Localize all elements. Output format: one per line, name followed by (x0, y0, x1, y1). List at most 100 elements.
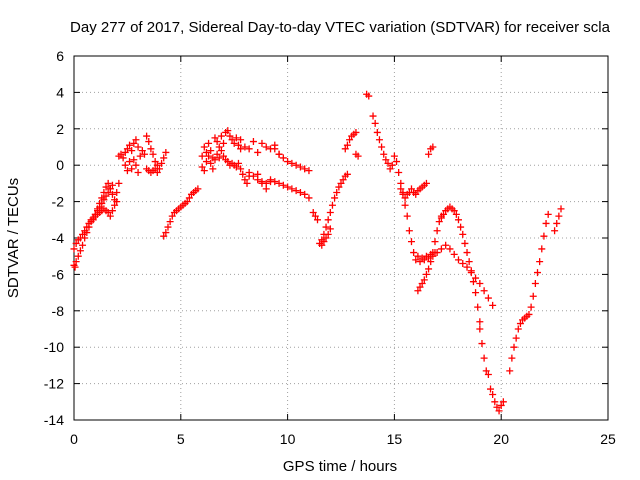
data-point (446, 245, 454, 253)
data-point (322, 234, 330, 242)
data-point (346, 136, 354, 144)
data-point (224, 127, 232, 135)
data-point (81, 227, 89, 235)
data-point (333, 189, 341, 196)
data-point (106, 185, 114, 193)
y-tick-label: 4 (56, 84, 64, 100)
data-point (452, 210, 460, 218)
data-point (284, 183, 292, 191)
data-point (279, 181, 287, 189)
data-series (143, 132, 170, 173)
data-series (309, 209, 322, 224)
data-point (534, 269, 542, 277)
data-point (205, 152, 213, 160)
data-point (476, 325, 484, 333)
data-point (397, 185, 405, 193)
data-point (267, 178, 275, 186)
data-point (437, 245, 445, 253)
data-point (491, 398, 499, 406)
data-point (128, 147, 136, 155)
data-point (198, 163, 206, 171)
data-point (414, 252, 422, 260)
data-point (104, 209, 112, 217)
x-tick-label: 10 (280, 431, 296, 447)
data-point (292, 187, 300, 195)
data-point (403, 212, 411, 220)
data-point (326, 225, 334, 233)
data-point (433, 249, 441, 257)
data-point (145, 138, 153, 146)
data-point (140, 150, 148, 158)
x-tick-label: 20 (493, 431, 509, 447)
data-series (489, 391, 507, 415)
data-point (484, 294, 492, 302)
data-point (85, 219, 93, 227)
data-point (525, 310, 533, 318)
data-point (74, 252, 82, 260)
data-point (433, 227, 441, 235)
data-point (337, 179, 345, 187)
data-point (249, 138, 257, 146)
data-point (245, 145, 253, 153)
data-point (76, 247, 84, 255)
data-point (305, 194, 313, 202)
data-series (198, 127, 245, 162)
data-point (386, 165, 394, 173)
data-point (499, 398, 507, 406)
data-point (126, 141, 134, 149)
data-point (431, 238, 439, 246)
y-tick-label: -6 (52, 266, 65, 282)
data-series (318, 225, 334, 249)
data-point (420, 256, 428, 264)
data-point (153, 161, 161, 169)
data-point (489, 301, 497, 309)
data-point (194, 185, 202, 193)
data-series (551, 205, 565, 235)
data-point (320, 238, 328, 246)
data-point (461, 239, 469, 247)
data-point (123, 145, 131, 153)
data-point (510, 343, 518, 351)
data-point (147, 145, 155, 153)
data-series (506, 210, 552, 375)
data-point (384, 159, 392, 167)
data-point (226, 132, 234, 140)
data-point (228, 136, 236, 144)
data-point (480, 354, 488, 362)
data-point (209, 165, 217, 173)
data-point (258, 179, 266, 187)
data-point (130, 139, 138, 147)
data-point (151, 158, 159, 166)
data-point (542, 219, 550, 227)
data-point (328, 201, 336, 209)
data-point (506, 367, 514, 375)
data-point (70, 245, 78, 253)
data-point (516, 320, 524, 328)
data-point (482, 367, 490, 375)
data-point (237, 136, 245, 144)
data-point (243, 179, 251, 187)
y-tick-label: 2 (56, 121, 64, 137)
data-point (128, 165, 136, 173)
data-point (514, 325, 522, 333)
data-point (185, 194, 193, 202)
data-point (369, 112, 377, 120)
x-axis-title: GPS time / hours (283, 458, 397, 475)
data-point (422, 270, 430, 278)
data-point (418, 280, 426, 287)
data-point (149, 150, 157, 158)
data-point (183, 198, 191, 206)
data-point (497, 401, 505, 409)
data-point (166, 218, 174, 226)
data-series (89, 179, 123, 224)
data-point (93, 205, 101, 213)
data-point (412, 256, 420, 264)
data-point (425, 265, 433, 273)
data-point (123, 167, 131, 175)
data-point (476, 280, 484, 287)
data-point (98, 194, 106, 202)
data-point (237, 165, 245, 173)
y-axis-title: SDTVAR / TECUs (5, 178, 22, 298)
data-point (440, 210, 448, 218)
